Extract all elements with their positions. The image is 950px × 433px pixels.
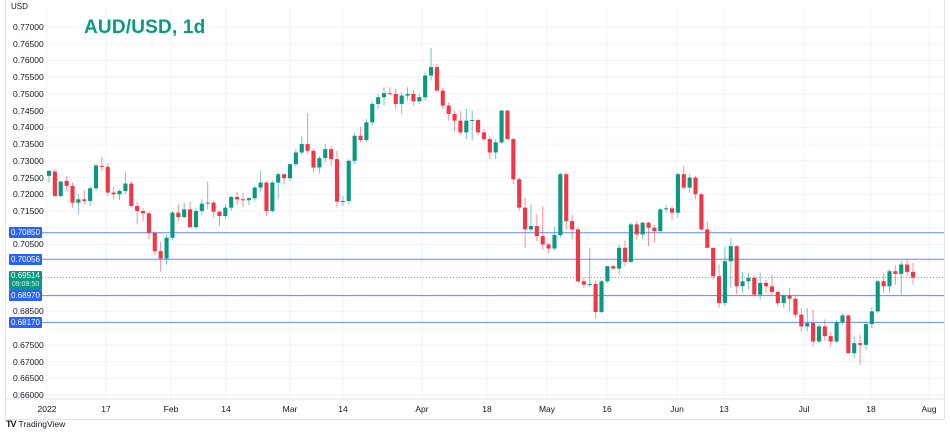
price-level-badge: 0.70850	[9, 227, 42, 239]
chart-title: AUD/USD, 1d	[84, 17, 206, 38]
grid-lines	[46, 8, 944, 399]
candles	[46, 47, 916, 365]
tradingview-brand[interactable]: TV TradingView	[6, 419, 65, 429]
x-axis-label: Aug	[921, 404, 937, 414]
y-axis-label: 0.76500	[13, 38, 44, 49]
y-axis-label: 0.71500	[13, 206, 44, 216]
y-axis-label: 0.67500	[13, 339, 44, 350]
price-level-badge: 0.68170	[9, 316, 42, 328]
x-axis-label: 17	[101, 404, 111, 414]
x-axis-label: 2022	[37, 404, 57, 414]
y-axis-label: 0.74500	[13, 105, 44, 116]
y-axis-label: 0.73500	[13, 139, 44, 150]
current-price-value: 0.69514	[11, 271, 40, 280]
y-axis-label: 0.76000	[13, 55, 44, 66]
y-axis-label: 0.66000	[13, 390, 44, 400]
currency-label: USD	[11, 2, 28, 11]
x-axis-label: 14	[338, 404, 348, 414]
y-axis-label: 0.74000	[13, 122, 44, 133]
tradingview-logo-icon: TV	[6, 419, 16, 429]
y-axis-label: 0.72500	[13, 172, 44, 183]
x-axis-label: 14	[221, 404, 231, 414]
x-axis-label: 18	[482, 404, 492, 414]
brand-name: TradingView	[18, 419, 66, 429]
bar-countdown: 09:09:50	[11, 281, 40, 288]
x-axis-label: 13	[719, 404, 729, 414]
chart-frame	[5, 0, 945, 420]
x-axis-label: May	[538, 404, 556, 414]
y-axis-label: 0.66500	[13, 373, 44, 384]
x-axis-label: 18	[866, 404, 876, 414]
x-axis-label: Mar	[282, 404, 298, 414]
y-axis-label: 0.75500	[13, 72, 44, 83]
x-axis-label: Jul	[798, 404, 810, 414]
current-price-badge: 0.69514 09:09:50	[9, 271, 42, 290]
x-axis-label: Apr	[415, 404, 429, 414]
y-axis-label: 0.73000	[13, 155, 44, 166]
price-level-badge: 0.68970	[9, 290, 42, 302]
price-level-badge: 0.70056	[9, 253, 42, 265]
horizontal-price-lines[interactable]	[42, 232, 944, 323]
y-axis-label: 0.68500	[13, 306, 44, 317]
x-axis-label: Feb	[163, 404, 179, 414]
x-axis-label: 16	[602, 404, 612, 414]
y-axis-label: 0.77000	[13, 22, 44, 32]
y-axis-label: 0.67000	[13, 356, 44, 367]
y-axis-label: 0.72000	[13, 189, 44, 200]
y-axis-label: 0.75000	[13, 88, 44, 99]
x-axis-label: Jun	[670, 404, 684, 414]
y-axis-label: 0.70500	[13, 239, 44, 250]
